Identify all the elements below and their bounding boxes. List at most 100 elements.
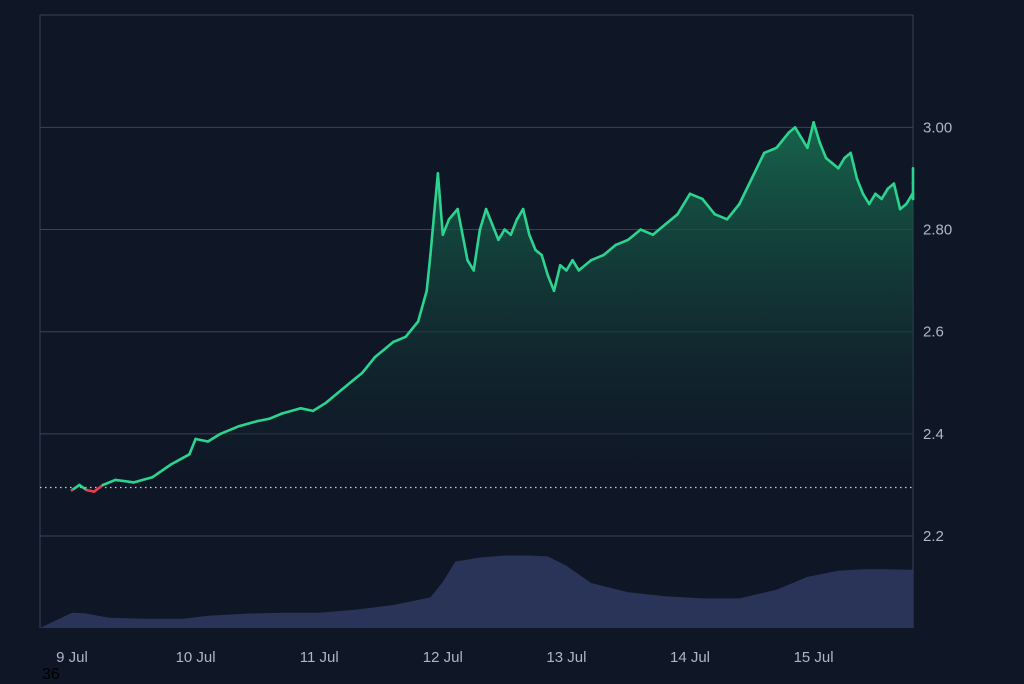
price-line-segment: [861, 192, 871, 206]
price-point: [93, 490, 96, 493]
x-tick-label: 15 Jul: [794, 649, 834, 666]
price-point: [429, 253, 432, 257]
price-line-segment: [818, 141, 828, 160]
price-point: [868, 202, 871, 206]
price-line-segment: [206, 432, 222, 443]
price-line-segment: [830, 161, 840, 170]
price-point: [886, 187, 889, 190]
price-line-segment: [299, 406, 315, 413]
price-point: [738, 202, 741, 206]
volume-series: [40, 555, 913, 628]
price-point: [602, 253, 605, 257]
price-line-segment: [892, 182, 902, 211]
price-point: [589, 259, 593, 262]
price-point: [78, 483, 81, 487]
y-tick-label: 2.6: [923, 324, 944, 341]
price-line-segment: [404, 320, 420, 339]
price-point: [812, 121, 815, 124]
price-point: [577, 269, 580, 272]
price-line-segment: [194, 437, 210, 443]
price-line-segment: [219, 424, 241, 436]
price-line-segment: [92, 483, 105, 493]
price-point: [503, 228, 506, 231]
price-line-segment: [565, 258, 574, 272]
price-point: [546, 274, 550, 277]
price-point: [188, 453, 191, 456]
price-point: [800, 136, 803, 139]
price-point: [750, 177, 753, 180]
price-point: [855, 177, 859, 180]
price-point: [456, 207, 459, 211]
x-tick-label: 10 Jul: [176, 649, 216, 666]
price-line-segment: [472, 228, 482, 272]
volume-area: [40, 555, 913, 628]
price-line-segment: [787, 126, 797, 134]
price-point: [861, 192, 865, 195]
price-point: [299, 407, 302, 410]
price-line-segment: [651, 223, 667, 236]
price-point: [818, 141, 821, 144]
price-point: [425, 289, 428, 292]
price-point: [837, 167, 840, 170]
price-line-segment: [855, 177, 865, 196]
price-point: [348, 381, 352, 384]
price-point: [386, 345, 389, 349]
price-line-segment: [169, 452, 191, 466]
price-point: [101, 483, 105, 487]
price-point: [404, 335, 407, 338]
price-point: [515, 218, 519, 221]
price-point: [521, 207, 525, 211]
price-point: [85, 488, 89, 492]
price-line-segment: [867, 192, 877, 206]
price-line-segment: [880, 187, 890, 201]
price-point: [472, 269, 475, 272]
price-point: [311, 409, 315, 413]
y-tick-label: 2.80: [923, 222, 952, 239]
price-point: [843, 156, 846, 160]
price-point: [540, 253, 543, 257]
price-point: [432, 213, 436, 216]
price-point: [787, 131, 791, 134]
price-point: [478, 228, 482, 231]
price-point: [219, 432, 222, 436]
price-line-segment: [546, 274, 556, 293]
price-line-segment: [425, 253, 432, 293]
price-point: [688, 192, 692, 195]
price-point: [793, 126, 797, 129]
price-line-segment: [676, 192, 692, 216]
price-area: [72, 122, 913, 488]
price-point: [373, 356, 376, 359]
price-line-segment: [268, 412, 284, 420]
price-point: [806, 146, 809, 149]
price-line-segment: [392, 335, 408, 344]
price-line-segment: [429, 212, 436, 257]
price-line-segment: [639, 228, 655, 236]
price-line-segment: [70, 483, 81, 492]
price-point: [830, 161, 834, 165]
price-point: [874, 192, 877, 195]
price-line-segment: [812, 121, 822, 144]
price-point: [651, 233, 655, 236]
price-line-segment: [527, 233, 537, 252]
y-tick-label: 2.2: [923, 528, 944, 545]
price-line-segment: [515, 207, 525, 221]
price-point: [911, 197, 915, 201]
price-line-segment: [799, 136, 809, 150]
price-point: [466, 259, 469, 262]
x-tick-label: 14 Jul: [670, 649, 710, 666]
price-point: [336, 391, 339, 395]
price-line-segment: [509, 218, 519, 236]
price-point: [70, 488, 74, 492]
price-point: [491, 223, 494, 226]
price-point: [528, 233, 531, 236]
price-point: [824, 156, 828, 160]
price-point: [416, 320, 420, 323]
price-line-segment: [188, 437, 197, 456]
price-line-segment: [447, 207, 459, 221]
price-line-segment: [663, 212, 679, 226]
price-point: [639, 228, 642, 231]
x-tick-label: 13 Jul: [546, 649, 586, 666]
y-tick-label: 3.00: [923, 119, 952, 136]
price-line-group: [70, 121, 915, 493]
price-point: [775, 146, 778, 149]
